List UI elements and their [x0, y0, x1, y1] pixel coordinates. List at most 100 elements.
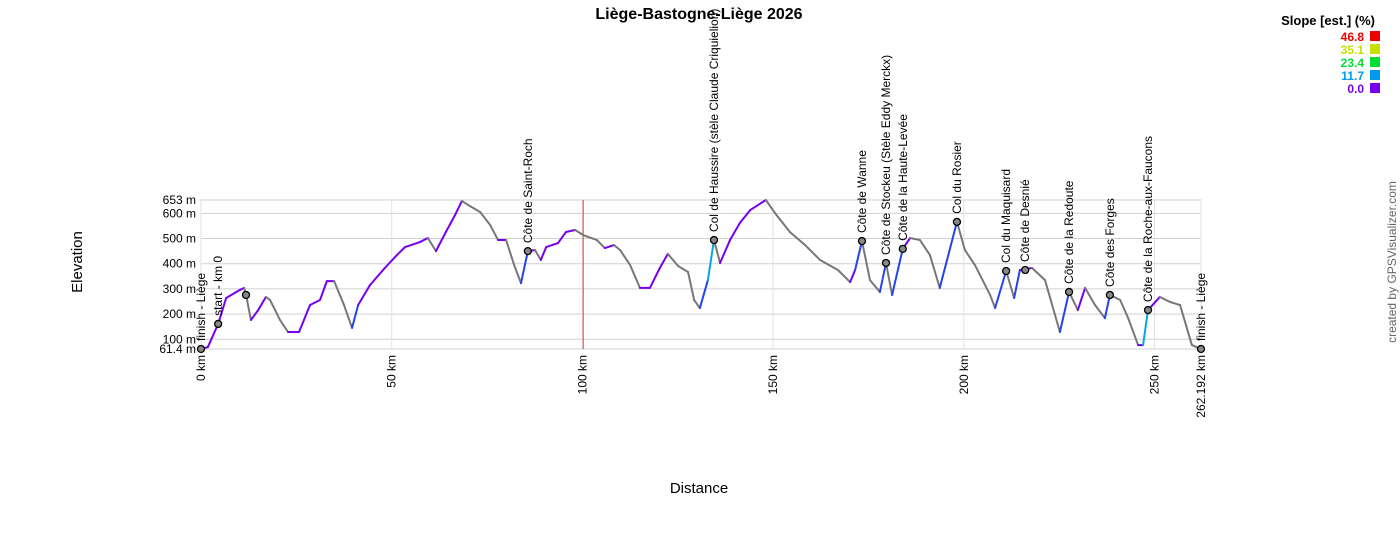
waypoint-label: Côte de Saint-Roch	[521, 138, 535, 243]
profile-segment	[564, 228, 577, 233]
waypoint-label: Côte de Desnié	[1018, 179, 1032, 262]
y-tick-label: 61.4 m	[159, 342, 196, 356]
profile-segment	[1076, 286, 1087, 312]
profile-segment	[1158, 295, 1172, 304]
waypoint-marker	[241, 290, 251, 300]
elevation-line	[200, 199, 1202, 351]
profile-segment	[955, 220, 966, 252]
profile-segment	[973, 263, 992, 296]
profile-segment	[860, 240, 871, 282]
waypoint-marker	[881, 258, 891, 268]
profile-segment	[1044, 279, 1061, 333]
profile-segment	[343, 304, 354, 329]
profile-segment	[383, 253, 399, 270]
profile-segment	[468, 205, 482, 214]
waypoint-marker	[1196, 344, 1206, 354]
profile-segment	[556, 230, 567, 245]
waypoint-marker	[952, 217, 962, 227]
profile-segment	[444, 214, 457, 233]
profile-segment	[963, 249, 976, 266]
profile-segment	[1013, 269, 1021, 299]
waypoint-marker	[1143, 305, 1153, 315]
legend-value: 35.1	[1341, 43, 1365, 57]
profile-segment	[269, 298, 281, 321]
waypoint-label: Côte de la Haute-Levée	[896, 114, 910, 241]
profile-segment	[989, 293, 997, 310]
profile-segment	[574, 228, 585, 237]
profile-segment	[534, 249, 542, 261]
profile-segment	[357, 284, 371, 307]
waypoint-label: finish - Liège	[194, 273, 208, 341]
profile-segment	[928, 253, 941, 289]
profile-segment	[245, 293, 252, 321]
profile-segment	[539, 246, 548, 261]
profile-segment	[706, 239, 715, 282]
profile-segment	[582, 234, 598, 242]
profile-segment	[489, 223, 500, 242]
profile-segment	[854, 240, 863, 272]
profile-segment	[891, 247, 904, 296]
profile-segment	[1119, 298, 1130, 320]
chart-title: Liège-Bastogne-Liège 2026	[595, 6, 802, 23]
profile-segment	[648, 267, 661, 289]
profile-segment	[513, 263, 522, 285]
profile-segment	[749, 199, 767, 212]
profile-segment	[918, 239, 931, 256]
legend-swatch	[1370, 83, 1380, 93]
profile-segment	[460, 200, 471, 208]
x-tick-label: 250 km	[1147, 355, 1161, 394]
y-axis-label: Elevation	[69, 231, 86, 293]
waypoint-label: Côte de la Roche-aux-Faucons	[1141, 136, 1155, 302]
profile-segment	[719, 239, 732, 264]
profile-segment	[884, 261, 894, 296]
legend-value: 0.0	[1347, 82, 1364, 96]
profile-segment	[666, 252, 680, 267]
y-tick-label: 100 m	[163, 332, 196, 346]
waypoint-marker	[898, 244, 907, 254]
profile-segment	[298, 304, 312, 333]
profile-segment	[454, 200, 463, 217]
profile-segment	[333, 280, 346, 307]
profile-segment	[1169, 301, 1182, 307]
profile-segment	[764, 199, 777, 215]
profile-segment	[249, 309, 260, 321]
waypoint-label: Côte de Wanne	[855, 150, 869, 233]
waypoint-marker	[1001, 266, 1011, 276]
profile-segment	[595, 239, 606, 250]
profile-segment	[545, 242, 559, 249]
x-tick-label: 100 km	[575, 355, 589, 394]
waypoint-label: Col du Maquisard	[999, 169, 1013, 263]
waypoint-marker	[1105, 290, 1115, 300]
profile-segment	[225, 288, 241, 299]
profile-segment	[729, 221, 741, 242]
profile-segment	[836, 269, 852, 284]
profile-segment	[788, 230, 807, 247]
legend-value: 11.7	[1341, 69, 1364, 83]
profile-segment	[738, 209, 752, 224]
waypoint-label: start - km 0	[211, 256, 225, 316]
profile-segment	[309, 298, 321, 307]
profile-segment	[658, 252, 669, 270]
profile-segment	[368, 267, 386, 287]
profile-segment	[613, 244, 622, 252]
profile-segment	[629, 263, 641, 289]
waypoint-label: finish - Liège	[1194, 273, 1208, 341]
profile-segment	[479, 211, 492, 226]
profile-segment	[318, 280, 328, 301]
profile-segment	[619, 249, 632, 266]
waypoint-marker	[196, 344, 206, 354]
profile-segment	[994, 270, 1008, 310]
waypoint-marker	[523, 246, 533, 256]
profile-segment	[1127, 317, 1140, 347]
waypoint-label: Col de Haussire (stèle Claude Criquielio…	[707, 9, 721, 232]
profile-segment	[1084, 286, 1097, 307]
profile-segment	[849, 269, 857, 284]
legend-title: Slope [est.] (%)	[1281, 13, 1375, 28]
profile-segment	[677, 264, 690, 274]
y-tick-label: 500 m	[163, 232, 196, 246]
waypoint-label: Côte des Forges	[1103, 198, 1117, 287]
